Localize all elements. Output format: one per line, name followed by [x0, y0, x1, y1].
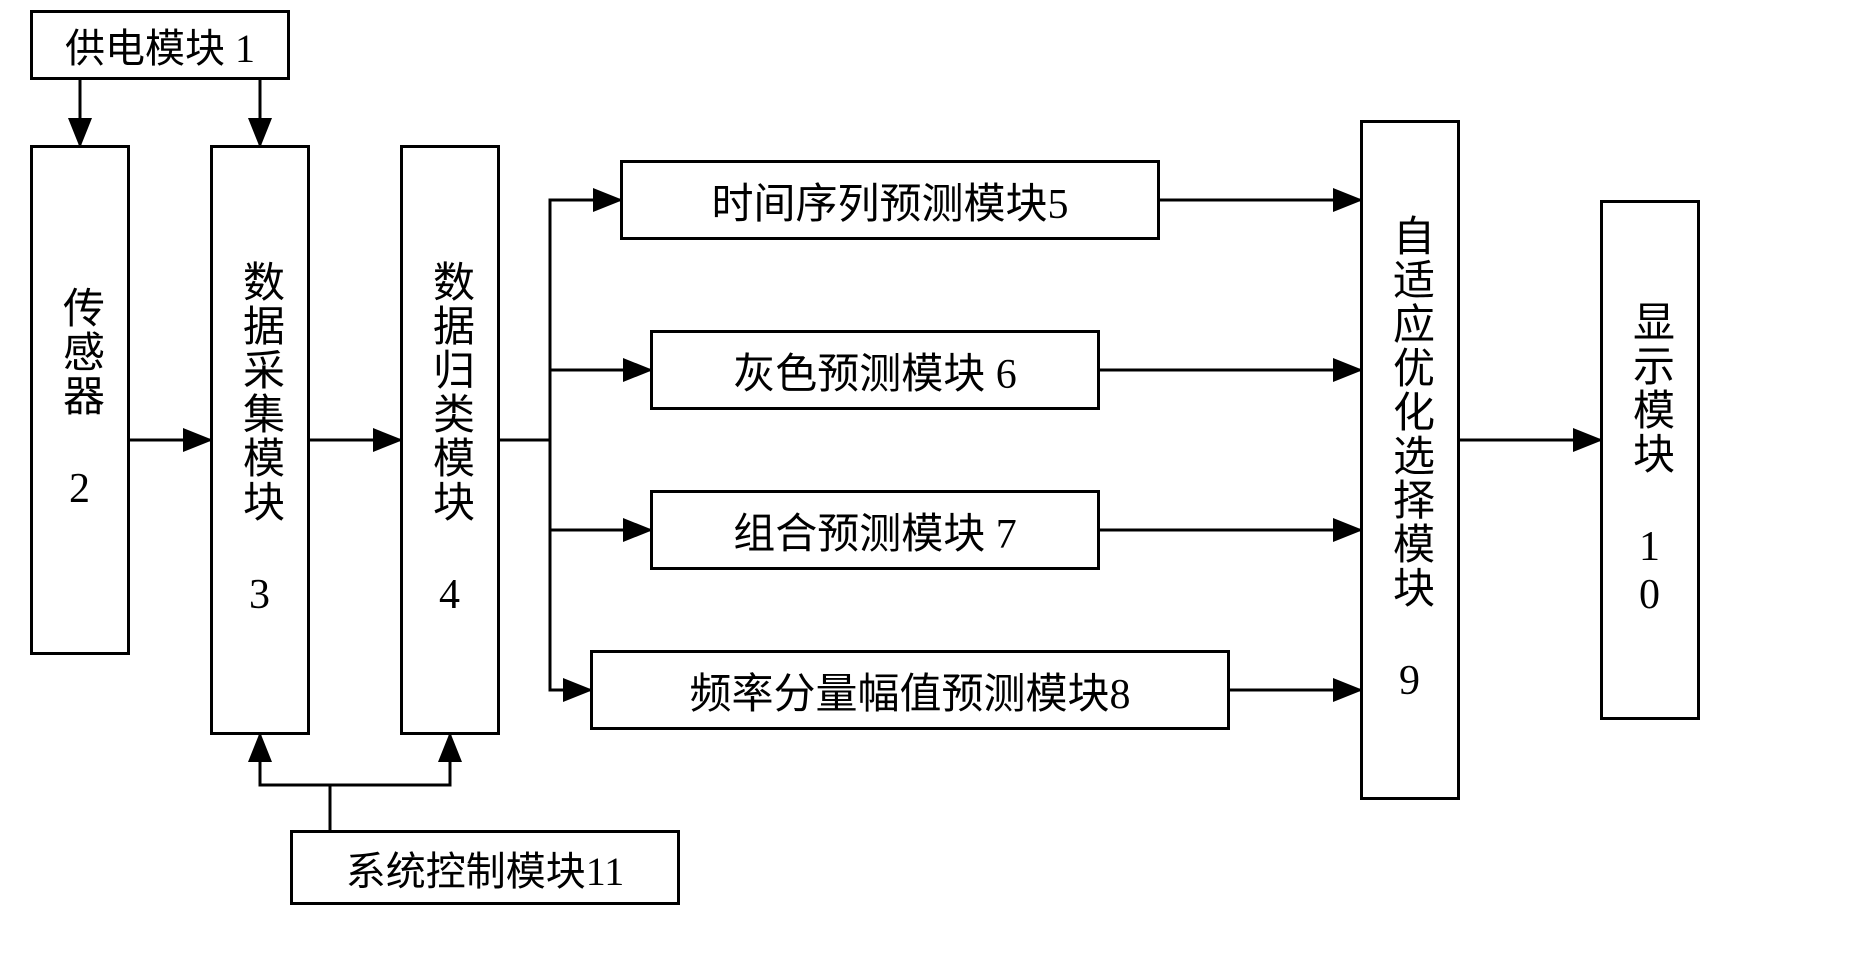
node-grey-prediction: 灰色预测模块 6 [650, 330, 1100, 410]
node-label: 数据归类模块 4 [420, 260, 481, 620]
node-label: 数据采集模块 3 [230, 260, 291, 620]
node-sensor: 传感器 2 [30, 145, 130, 655]
node-adaptive-optimization: 自适应优化选择模块 9 [1360, 120, 1460, 800]
node-label: 系统控制模块11 [346, 839, 625, 897]
flowchart-diagram: 供电模块 1 传感器 2 数据采集模块 3 数据归类模块 4 时间序列预测模块5… [0, 0, 1856, 971]
node-data-acquisition: 数据采集模块 3 [210, 145, 310, 735]
node-label: 显示模块 10 [1620, 300, 1681, 620]
node-display: 显示模块 10 [1600, 200, 1700, 720]
node-label: 灰色预测模块 6 [733, 340, 1017, 401]
node-frequency-amplitude-prediction: 频率分量幅值预测模块8 [590, 650, 1230, 730]
node-data-classification: 数据归类模块 4 [400, 145, 500, 735]
node-system-control: 系统控制模块11 [290, 830, 680, 905]
node-label: 时间序列预测模块5 [711, 170, 1068, 231]
node-label: 自适应优化选择模块 9 [1380, 214, 1441, 706]
node-label: 传感器 2 [50, 286, 111, 514]
node-time-series-prediction: 时间序列预测模块5 [620, 160, 1160, 240]
node-label: 组合预测模块 7 [733, 500, 1017, 561]
node-label: 频率分量幅值预测模块8 [689, 660, 1130, 721]
node-label: 供电模块 1 [65, 16, 255, 74]
node-combination-prediction: 组合预测模块 7 [650, 490, 1100, 570]
node-power-supply: 供电模块 1 [30, 10, 290, 80]
